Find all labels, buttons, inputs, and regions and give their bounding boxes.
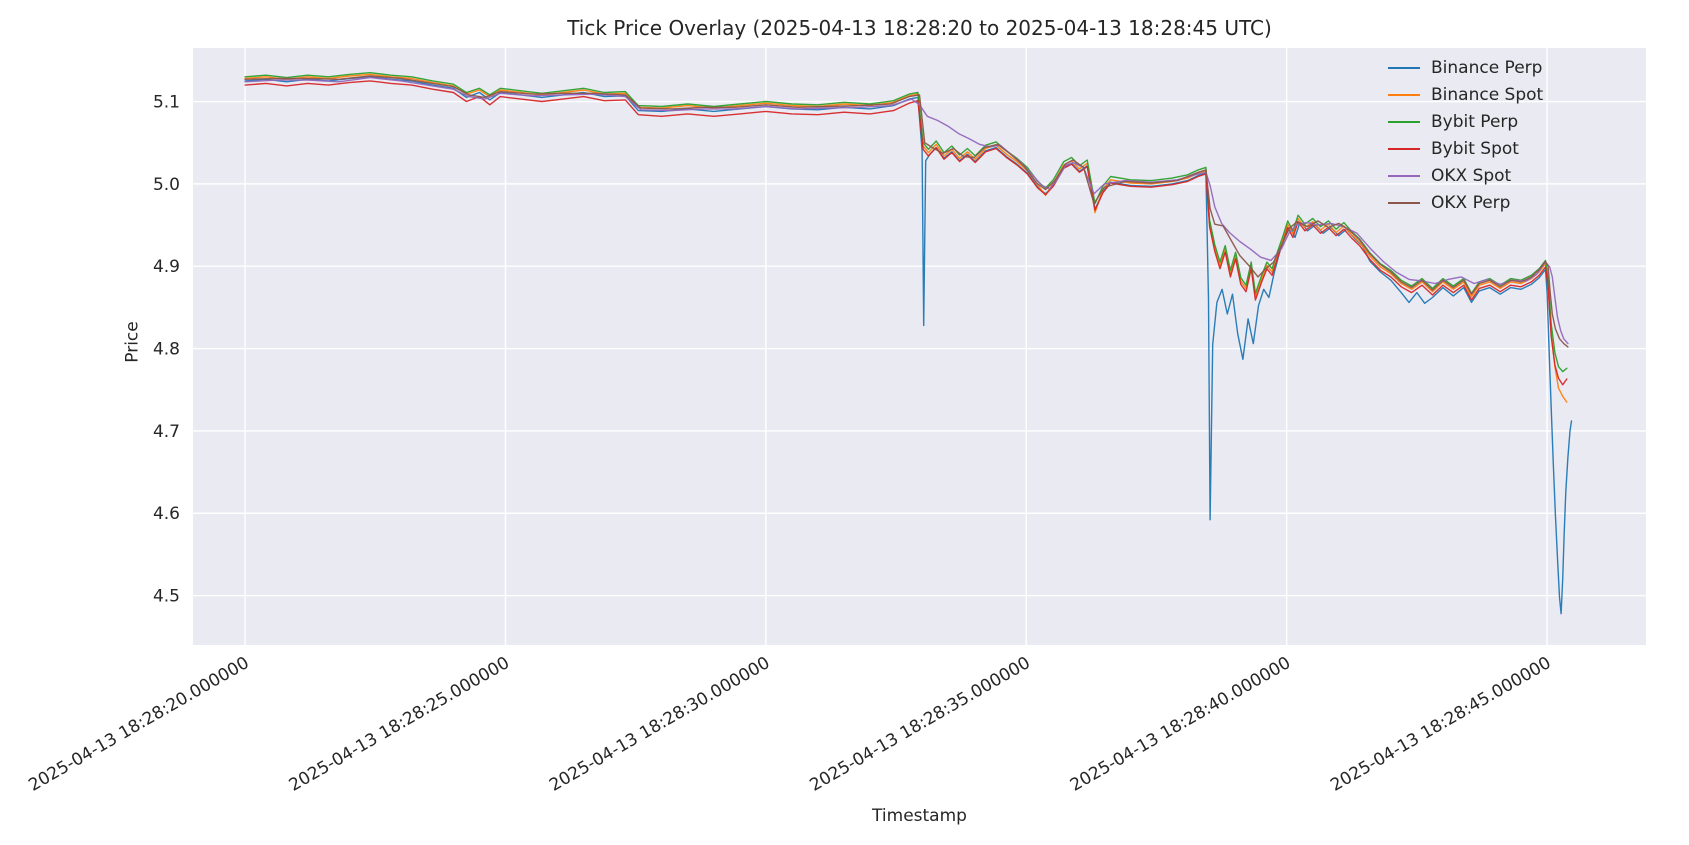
legend-label: OKX Perp: [1431, 192, 1511, 213]
legend-item-okx-spot: OKX Spot: [1388, 162, 1543, 189]
y-tick-label: 4.9: [153, 257, 180, 277]
chart-title: Tick Price Overlay (2025-04-13 18:28:20 …: [567, 16, 1272, 40]
legend-label: Binance Spot: [1431, 84, 1544, 105]
x-tick-label: 2025-04-13 18:28:40.000000: [1067, 653, 1294, 796]
legend-line-swatch: [1388, 93, 1420, 96]
y-tick-label: 4.5: [153, 587, 180, 607]
y-tick-label: 4.7: [153, 422, 180, 442]
legend-line-swatch: [1388, 147, 1420, 150]
series-bybit-spot: [244, 80, 1568, 386]
y-axis-label: Price: [122, 321, 143, 363]
legend-line-swatch: [1388, 201, 1420, 204]
x-tick-label: 2025-04-13 18:28:30.000000: [546, 653, 773, 796]
series-binance-perp: [244, 76, 1573, 615]
series-bybit-perp: [244, 71, 1568, 373]
legend-item-bybit-spot: Bybit Spot: [1388, 135, 1543, 162]
series-okx-perp: [244, 75, 1569, 348]
legend-item-binance-spot: Binance Spot: [1388, 81, 1543, 108]
legend-item-okx-perp: OKX Perp: [1388, 189, 1543, 216]
y-tick-label: 5.0: [153, 175, 180, 195]
legend-item-binance-perp: Binance Perp: [1388, 54, 1543, 81]
y-tick-label: 4.8: [153, 340, 180, 360]
x-tick-label: 2025-04-13 18:28:25.000000: [286, 653, 513, 796]
x-tick-label: 2025-04-13 18:28:45.000000: [1327, 653, 1554, 796]
legend-label: Bybit Perp: [1431, 111, 1519, 132]
legend: Binance Perp Binance Spot Bybit Perp Bybit …: [1388, 54, 1543, 216]
y-tick-label: 4.6: [153, 504, 180, 524]
legend-line-swatch: [1388, 174, 1420, 177]
y-tick-label: 5.1: [153, 93, 180, 113]
x-tick-label: 2025-04-13 18:28:20.000000: [25, 653, 252, 796]
legend-label: OKX Spot: [1431, 165, 1512, 186]
x-axis-label: Timestamp: [872, 806, 967, 826]
legend-line-swatch: [1388, 66, 1420, 69]
legend-item-bybit-perp: Bybit Perp: [1388, 108, 1543, 135]
legend-line-swatch: [1388, 120, 1420, 123]
legend-label: Binance Perp: [1431, 57, 1543, 78]
x-tick-label: 2025-04-13 18:28:35.000000: [807, 653, 1034, 796]
series-okx-spot: [244, 76, 1569, 345]
legend-label: Bybit Spot: [1431, 138, 1519, 159]
